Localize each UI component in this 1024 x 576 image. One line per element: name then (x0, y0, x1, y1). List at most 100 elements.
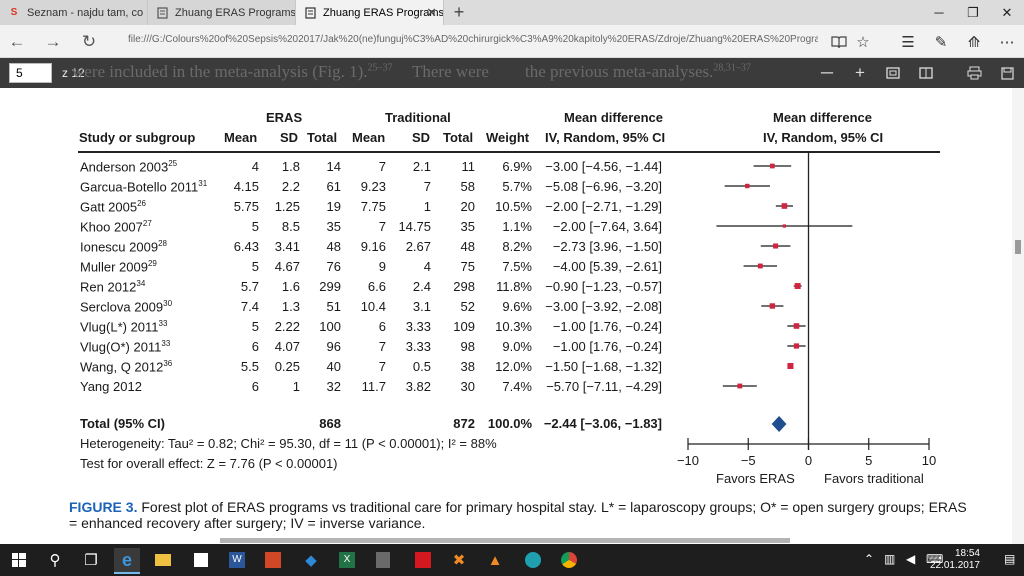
cell-t-total: 35 (460, 219, 475, 234)
print-icon[interactable] (963, 62, 985, 84)
col-weight: Weight (486, 130, 530, 145)
study-point (737, 383, 743, 389)
eras-group-header: ERAS (266, 110, 303, 125)
study-name: Ionescu 200928 (80, 239, 167, 255)
app-icon-teal[interactable] (520, 548, 546, 572)
app-icon-orange[interactable]: ✖ (452, 552, 466, 569)
cell-e-sd: 8.5 (281, 219, 300, 234)
hub-menu-icon[interactable]: ☰ (901, 34, 915, 51)
cell-t-sd: 3.1 (412, 299, 431, 314)
vertical-scrollbar[interactable] (1012, 88, 1024, 544)
cell-e-mean: 6.43 (233, 239, 259, 254)
teamviewer-icon[interactable]: ◆ (305, 552, 317, 569)
cell-t-total: 298 (453, 279, 475, 294)
tray-chevron-icon[interactable]: ⌃ (864, 552, 875, 566)
heterogeneity-text: Heterogeneity: Tau² = 0.82; Chi² = 95.30… (80, 436, 497, 451)
header-rule (78, 151, 940, 153)
pdf-toolbar: z 12 were included in the meta-analysis … (0, 58, 1024, 88)
cell-e-sd: 1.25 (274, 199, 300, 214)
cell-t-mean: 6.6 (367, 279, 386, 294)
x-tick-label: 5 (865, 453, 873, 468)
x-tick-label: 10 (921, 453, 937, 468)
word-icon[interactable]: W (224, 548, 250, 572)
cell-e-mean: 6 (251, 379, 259, 394)
tab-strip: S Seznam - najdu tam, co nez Zhuang ERAS… (0, 0, 1024, 25)
save-icon[interactable] (996, 62, 1018, 84)
new-tab-button[interactable]: + (453, 2, 465, 22)
horizontal-scrollbar[interactable] (220, 538, 790, 543)
edge-browser-icon[interactable]: e (114, 548, 140, 574)
page-layout-icon[interactable] (915, 62, 937, 84)
study-point (757, 263, 763, 269)
system-clock[interactable]: 18:54 22.01.2017 (930, 548, 980, 572)
close-tab-icon[interactable]: ✕ (426, 5, 437, 20)
refresh-icon[interactable]: ↻ (81, 32, 97, 51)
file-explorer-icon[interactable] (150, 548, 176, 572)
tab-seznam[interactable]: S Seznam - najdu tam, co nez (0, 0, 148, 25)
forward-arrow-icon[interactable]: → (44, 32, 62, 51)
cell-ci: −2.73 [3.96, −1.50] (552, 239, 662, 254)
notifications-icon[interactable]: ▤ (1004, 552, 1016, 566)
windows-start-icon[interactable] (6, 548, 32, 572)
minimize-window-button[interactable]: ─ (934, 5, 944, 20)
cell-e-mean: 5.5 (240, 359, 259, 374)
calculator-icon[interactable] (370, 548, 396, 572)
cell-weight: 11.8% (496, 279, 532, 294)
powerpoint-icon[interactable] (260, 548, 286, 572)
cell-e-total: 48 (326, 239, 341, 254)
tab-zhuang-1[interactable]: Zhuang ERAS Programs ver: (148, 0, 296, 25)
back-arrow-icon[interactable]: ← (8, 32, 26, 51)
col-trad-total: Total (443, 130, 474, 145)
col-study: Study or subgroup (79, 130, 196, 145)
favorite-star-icon[interactable]: ☆ (856, 34, 870, 51)
address-field[interactable]: file:///G:/Colours%20of%20Sepsis%202017/… (128, 34, 818, 45)
language-icon[interactable]: ⌨ (926, 552, 944, 566)
excel-icon[interactable]: X (334, 548, 360, 572)
search-icon[interactable]: ⚲ (49, 552, 61, 569)
cell-ci: −0.90 [−1.23, −0.57] (545, 279, 662, 294)
restore-window-button[interactable]: ❐ (967, 4, 979, 20)
web-note-icon[interactable]: ✎ (934, 34, 948, 51)
zoom-out-icon[interactable]: ─ (820, 63, 834, 82)
chrome-icon[interactable] (556, 548, 582, 572)
x-tick-label: 0 (804, 453, 813, 468)
share-icon[interactable]: ⟰ (967, 34, 981, 51)
cell-weight: 6.9% (502, 159, 532, 174)
reading-view-icon[interactable] (828, 31, 850, 53)
cell-t-sd: 3.33 (405, 319, 431, 334)
cell-weight: 9.0% (502, 339, 532, 354)
acrobat-icon[interactable] (410, 548, 436, 572)
volume-icon[interactable]: ◀ (906, 552, 916, 566)
more-icon[interactable]: ⋯ (999, 34, 1015, 51)
task-view-icon[interactable]: ❐ (84, 552, 98, 569)
page-number-input[interactable] (9, 63, 52, 83)
cell-t-sd: 2.1 (412, 159, 431, 174)
cell-t-total: 109 (453, 319, 475, 334)
vlc-icon[interactable]: ▲ (487, 551, 503, 569)
cell-t-sd: 7 (423, 179, 431, 194)
cell-weight: 10.5% (495, 199, 532, 214)
store-icon[interactable] (188, 548, 214, 572)
network-icon[interactable]: ▥ (884, 552, 896, 566)
close-window-button[interactable]: ✕ (1001, 4, 1013, 20)
cell-e-sd: 1 (292, 379, 300, 394)
scrollbar-thumb[interactable] (1015, 240, 1021, 254)
cell-t-mean: 7.75 (360, 199, 386, 214)
col-eras-sd: SD (280, 130, 299, 145)
seznam-icon: S (10, 7, 18, 18)
cell-t-mean: 9 (378, 259, 386, 274)
col-eras-total: Total (307, 130, 338, 145)
cell-e-mean: 5 (251, 319, 259, 334)
study-name: Vlug(L*) 201133 (80, 319, 168, 335)
zoom-in-icon[interactable]: + (855, 63, 865, 82)
cell-ci: −3.00 [−4.56, −1.44] (545, 159, 662, 174)
cell-t-total: 30 (460, 379, 475, 394)
cell-ci: −2.00 [−2.71, −1.29] (545, 199, 662, 214)
fit-page-icon[interactable] (882, 62, 904, 84)
cell-t-sd: 2.67 (405, 239, 431, 254)
col-trad-sd: SD (412, 130, 431, 145)
cell-t-total: 11 (461, 159, 476, 174)
cell-e-total: 14 (326, 159, 341, 174)
favors-traditional-label: Favors traditional (824, 471, 924, 486)
tab-zhuang-active[interactable]: Zhuang ERAS Programs ✕ (296, 0, 444, 25)
